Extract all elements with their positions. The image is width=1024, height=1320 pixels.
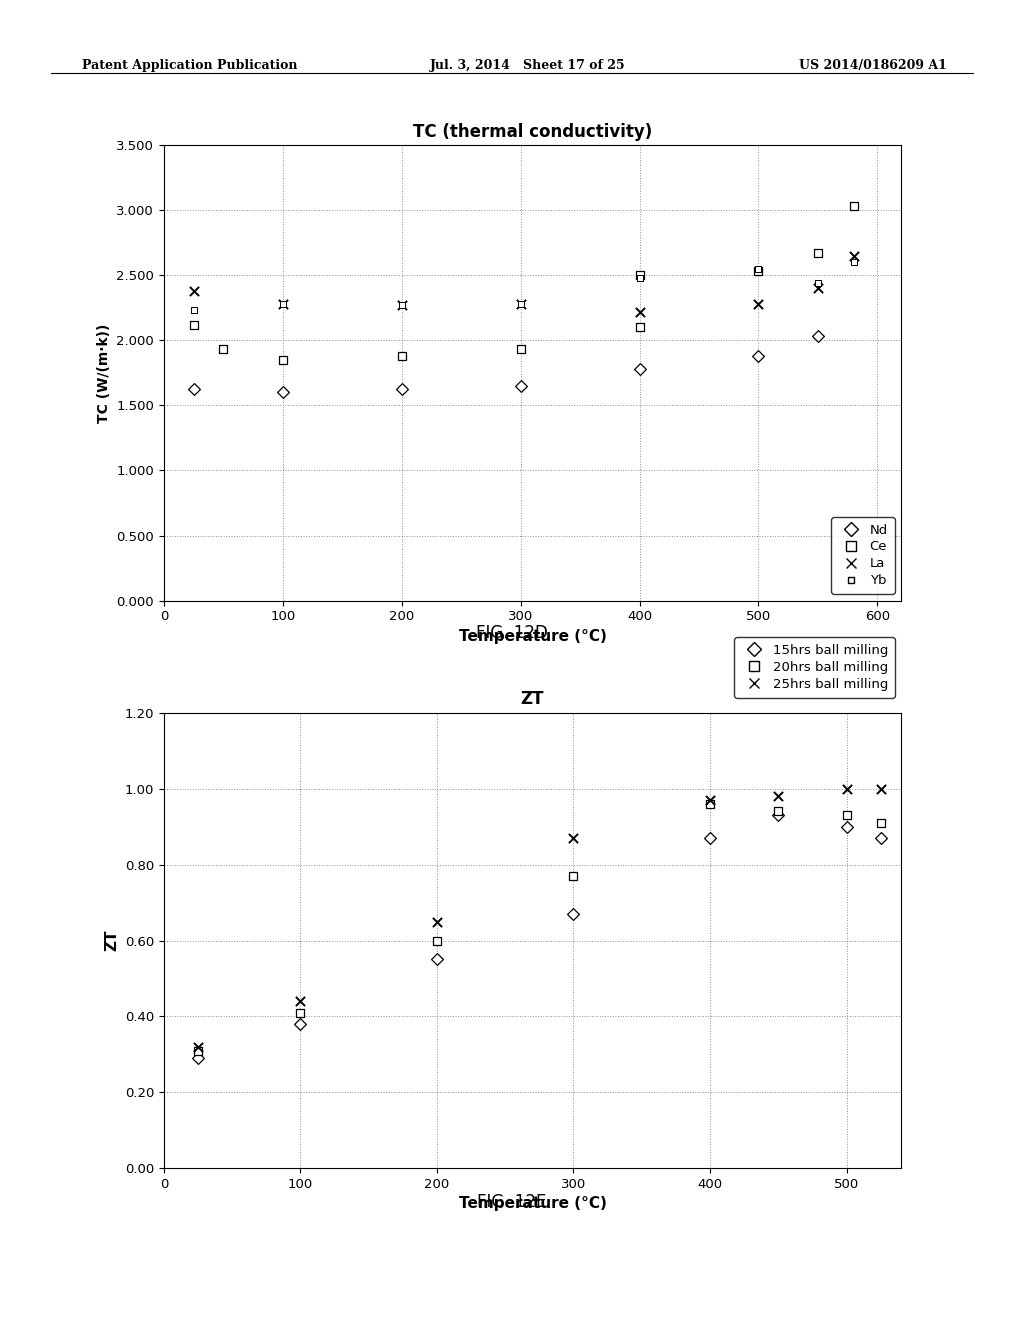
Point bbox=[185, 280, 202, 301]
Point bbox=[512, 293, 528, 314]
Point bbox=[632, 268, 648, 289]
Point bbox=[632, 265, 648, 286]
Point bbox=[846, 252, 862, 273]
Title: ZT: ZT bbox=[521, 690, 544, 709]
Point bbox=[274, 350, 291, 371]
Point bbox=[189, 1048, 206, 1069]
Point bbox=[632, 317, 648, 338]
Point bbox=[292, 1014, 308, 1035]
Point bbox=[846, 195, 862, 216]
Point bbox=[185, 314, 202, 335]
Point bbox=[839, 805, 855, 826]
Point bbox=[751, 293, 767, 314]
Point bbox=[189, 1036, 206, 1057]
Point bbox=[770, 785, 786, 807]
Point bbox=[393, 378, 410, 399]
Point bbox=[565, 828, 582, 849]
Point bbox=[810, 326, 826, 347]
Point bbox=[185, 378, 202, 399]
Point bbox=[872, 828, 889, 849]
Point bbox=[292, 990, 308, 1011]
Point bbox=[565, 903, 582, 924]
Point bbox=[393, 294, 410, 315]
Point bbox=[770, 801, 786, 822]
Point bbox=[839, 779, 855, 800]
Title: TC (thermal conductivity): TC (thermal conductivity) bbox=[413, 123, 652, 141]
Legend: Nd, Ce, La, Yb: Nd, Ce, La, Yb bbox=[831, 517, 895, 594]
Text: Jul. 3, 2014   Sheet 17 of 25: Jul. 3, 2014 Sheet 17 of 25 bbox=[430, 59, 626, 73]
Point bbox=[189, 1040, 206, 1061]
Point bbox=[393, 346, 410, 367]
Text: FIG. 12D: FIG. 12D bbox=[476, 624, 548, 643]
Point bbox=[839, 816, 855, 837]
Point bbox=[429, 949, 445, 970]
Y-axis label: TC (W/(m·k)): TC (W/(m·k)) bbox=[96, 323, 111, 422]
Point bbox=[215, 339, 231, 360]
Point bbox=[701, 828, 718, 849]
Point bbox=[274, 293, 291, 314]
Point bbox=[701, 789, 718, 810]
Text: FIG. 12E: FIG. 12E bbox=[477, 1193, 547, 1212]
Point bbox=[810, 243, 826, 264]
Point bbox=[565, 866, 582, 887]
Point bbox=[872, 779, 889, 800]
Point bbox=[429, 929, 445, 950]
Point bbox=[632, 359, 648, 380]
Point bbox=[751, 346, 767, 367]
Point bbox=[810, 272, 826, 293]
Point bbox=[393, 294, 410, 315]
Point bbox=[770, 805, 786, 826]
Point bbox=[274, 381, 291, 403]
Text: Patent Application Publication: Patent Application Publication bbox=[82, 59, 297, 73]
Point bbox=[292, 1002, 308, 1023]
Point bbox=[810, 277, 826, 298]
Point bbox=[185, 300, 202, 321]
Point bbox=[846, 246, 862, 267]
Point bbox=[632, 301, 648, 322]
Legend: 15hrs ball milling, 20hrs ball milling, 25hrs ball milling: 15hrs ball milling, 20hrs ball milling, … bbox=[734, 638, 895, 697]
Point bbox=[429, 911, 445, 932]
Point bbox=[512, 339, 528, 360]
Point bbox=[512, 375, 528, 396]
Point bbox=[751, 261, 767, 282]
Point bbox=[274, 293, 291, 314]
Text: US 2014/0186209 A1: US 2014/0186209 A1 bbox=[799, 59, 946, 73]
Point bbox=[751, 259, 767, 280]
X-axis label: Temperature (°C): Temperature (°C) bbox=[459, 628, 606, 644]
Point bbox=[512, 293, 528, 314]
X-axis label: Temperature (°C): Temperature (°C) bbox=[459, 1196, 606, 1212]
Point bbox=[701, 793, 718, 814]
Y-axis label: ZT: ZT bbox=[104, 929, 119, 952]
Point bbox=[872, 812, 889, 833]
